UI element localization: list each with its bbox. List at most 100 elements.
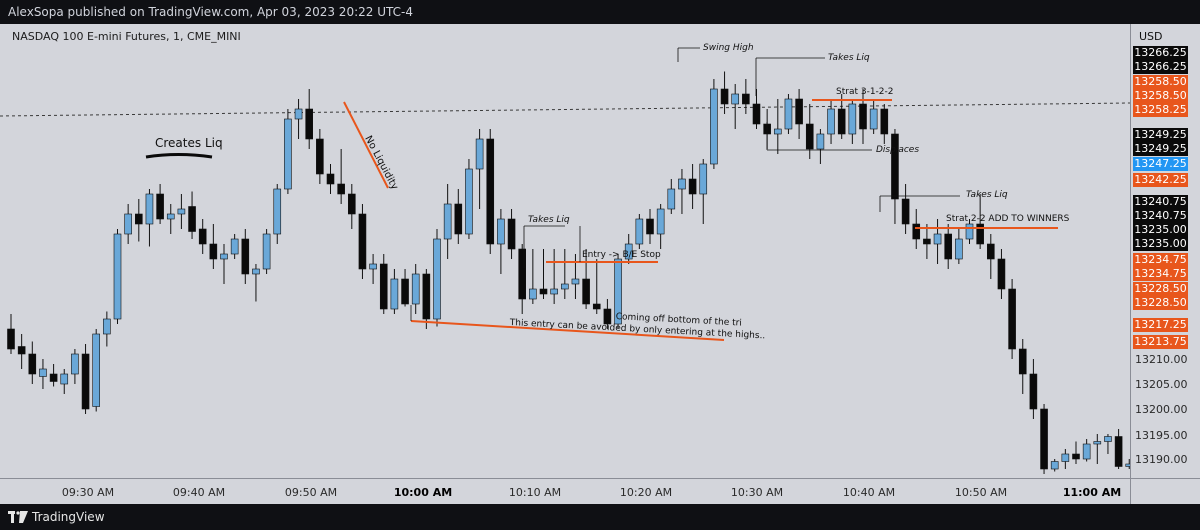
time-label: 10:20 AM: [619, 486, 673, 499]
time-label: 11:00 AM: [1062, 486, 1122, 499]
candle-body: [1093, 441, 1102, 445]
candle-body: [614, 258, 622, 325]
price-tag-black: 13240.75: [1133, 209, 1188, 223]
candle-body: [92, 333, 100, 407]
candle-body: [369, 263, 377, 270]
candle-body: [220, 253, 228, 260]
bottom-trendline: [410, 320, 725, 341]
annotation-takes-liq-top: Takes Liq: [828, 53, 870, 63]
candle-body: [273, 188, 282, 235]
footer-bar: TradingView: [0, 504, 1200, 530]
candle-body: [848, 103, 857, 135]
candle-body: [1008, 288, 1016, 350]
price-tag-orange: 13234.75: [1133, 253, 1188, 267]
creates-liq-bracket: [145, 153, 213, 159]
candle-body: [252, 268, 260, 275]
time-label: 10:50 AM: [954, 486, 1008, 499]
candle-body: [529, 288, 537, 300]
price-axis[interactable]: USD 13255.0013245.0013210.0013205.001320…: [1130, 24, 1200, 478]
candle-body: [646, 218, 654, 235]
candle-body: [401, 278, 409, 305]
candle-body: [1040, 408, 1048, 470]
time-label: 10:30 AM: [730, 486, 784, 499]
candle-body: [411, 273, 420, 305]
dashed-level-line: [0, 102, 1130, 117]
price-tag-orange: 13217.25: [1133, 318, 1188, 332]
candle-body: [177, 208, 186, 215]
candle-body: [379, 263, 388, 310]
time-label: 10:00 AM: [393, 486, 453, 499]
candle-body: [326, 173, 335, 185]
candle-body: [241, 238, 250, 275]
tradingview-logo-icon: [8, 511, 28, 523]
candle-body: [603, 308, 612, 325]
candle-body: [7, 328, 15, 350]
candle-body: [81, 353, 90, 410]
candle-body: [1072, 453, 1080, 460]
candle-body: [1050, 461, 1059, 470]
price-tag-black: 13235.00: [1133, 223, 1188, 237]
candle-body: [284, 118, 292, 190]
candle-body: [145, 193, 154, 225]
candle-body: [678, 178, 686, 190]
candle-body: [816, 133, 825, 150]
annotation-swing-high: Swing High: [703, 43, 754, 53]
candle-body: [965, 223, 974, 240]
time-label: 09:30 AM: [61, 486, 115, 499]
price-tag-orange: 13258.25: [1133, 103, 1188, 117]
candle-body: [1082, 443, 1091, 460]
candle-body: [497, 218, 505, 245]
price-tick: 13190.00: [1135, 453, 1188, 466]
candle-body: [1104, 436, 1112, 442]
time-label: 10:10 AM: [508, 486, 562, 499]
price-tag-black: 13240.75: [1133, 195, 1188, 209]
price-tag-orange: 13213.75: [1133, 335, 1188, 349]
no-liquidity-line: [343, 101, 389, 189]
candle-body: [454, 203, 463, 235]
price-tag-orange: 13258.50: [1133, 89, 1188, 103]
price-tick: 13195.00: [1135, 429, 1188, 442]
annotation-entry-be: Entry -> B/E Stop: [582, 250, 661, 260]
candle-body: [135, 213, 143, 225]
candle-body: [827, 108, 835, 135]
time-label: 09:40 AM: [172, 486, 226, 499]
candle-body: [17, 346, 26, 355]
candle-body: [742, 93, 750, 105]
candle-body: [710, 88, 718, 165]
candle-body: [859, 103, 867, 130]
candle-body: [39, 368, 47, 377]
candle-body: [688, 178, 697, 195]
candle-body: [667, 188, 676, 210]
candle-body: [230, 238, 239, 255]
annotation-takes-liq-right: Takes Liq: [966, 190, 1008, 200]
annotation-displaces: Displaces: [876, 145, 920, 155]
candle-body: [198, 228, 207, 245]
price-tag-orange: 13258.50: [1133, 75, 1188, 89]
candle-body: [124, 213, 132, 235]
annotation-takes-liq-mid: Takes Liq: [528, 215, 570, 225]
candle-body: [944, 233, 953, 260]
annotation-creates-liq: Creates Liq: [155, 136, 223, 150]
candle-body: [976, 223, 984, 245]
candle-body: [923, 238, 931, 245]
candle-body: [305, 108, 314, 140]
price-tag-black: 13266.25: [1133, 60, 1188, 74]
candle-body: [731, 93, 740, 105]
candle-body: [869, 108, 878, 130]
candle-body: [337, 183, 345, 195]
candle-body: [113, 233, 122, 320]
time-axis[interactable]: 09:30 AM 09:40 AM 09:50 AM 10:00 AM 10:10 AM…: [0, 478, 1130, 505]
chart-drawings: [0, 47, 1130, 474]
candle-body: [550, 288, 558, 295]
candle-body: [720, 88, 729, 105]
candle-body: [539, 288, 548, 295]
price-tag-blue: 13247.25: [1133, 157, 1188, 171]
candle-body: [188, 206, 196, 232]
axis-corner: [1130, 478, 1200, 505]
candle-body: [880, 108, 889, 135]
candle-body: [316, 138, 324, 175]
publisher-bar: AlexSopa published on TradingView.com, A…: [0, 0, 1200, 24]
chart-title: NASDAQ 100 E-mini Futures, 1, CME_MINI: [12, 30, 241, 43]
candle-body: [390, 278, 399, 310]
candle-body: [166, 213, 175, 220]
